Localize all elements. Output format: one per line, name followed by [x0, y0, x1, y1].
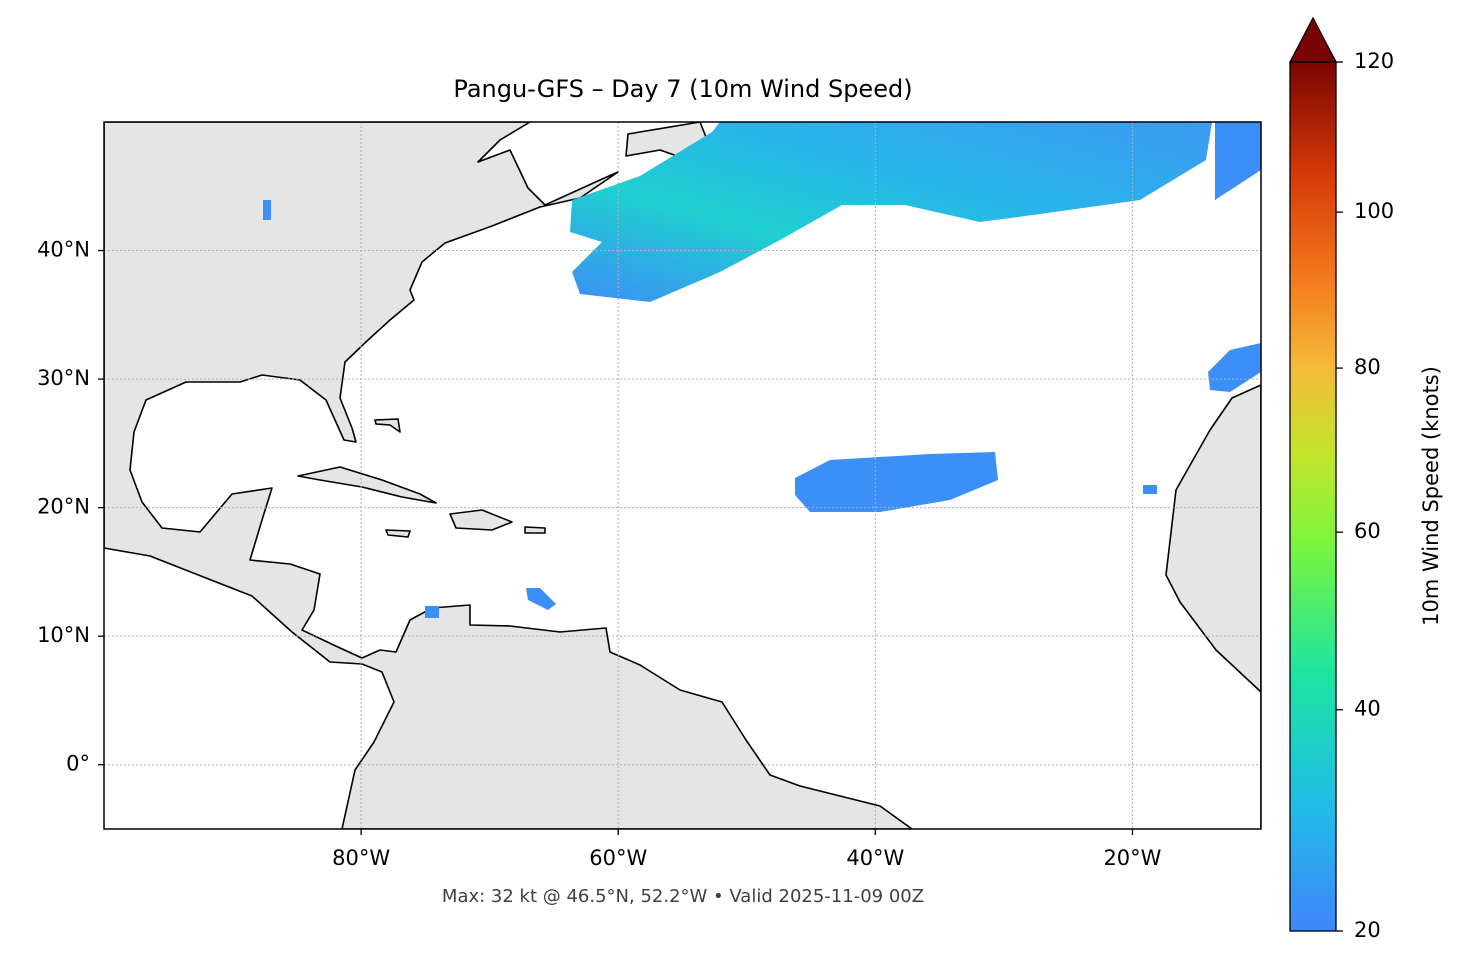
colorbar-tick-label: 120: [1354, 49, 1394, 73]
wind-field: [425, 606, 439, 618]
hispaniola: [449, 509, 513, 531]
colorbar-extend: [1288, 16, 1338, 63]
y-tick-label: 0°: [66, 752, 90, 776]
wind-field: [1215, 122, 1261, 200]
y-tick-label: 40°N: [37, 238, 90, 262]
colorbar-tick-label: 80: [1354, 355, 1381, 379]
wind-field: [1208, 343, 1261, 392]
wind-field: [526, 588, 556, 610]
americas: [104, 122, 913, 829]
x-tick-label: 60°W: [589, 846, 647, 870]
map: [104, 122, 1261, 829]
y-tick-label: 20°N: [37, 495, 90, 519]
wind-field: [570, 122, 1212, 302]
x-tick-label: 20°W: [1103, 846, 1161, 870]
colorbar-tick-label: 100: [1354, 199, 1394, 223]
colorbar-tick-label: 40: [1354, 697, 1381, 721]
wind-field: [795, 452, 998, 512]
gridlines: [104, 122, 1261, 829]
colorbar-label: 10m Wind Speed (knots): [1419, 366, 1443, 626]
x-tick-label: 40°W: [846, 846, 904, 870]
x-tick-label: 80°W: [332, 846, 390, 870]
y-tick-label: 10°N: [37, 623, 90, 647]
wind-field: [1143, 485, 1157, 494]
colorbar-tick-label: 20: [1354, 918, 1381, 942]
africa: [1165, 384, 1261, 829]
jamaica: [385, 529, 411, 538]
bahamas: [374, 418, 401, 433]
map-frame: [103, 121, 1262, 830]
y-tick-label: 30°N: [37, 366, 90, 390]
wind-field: [263, 200, 271, 220]
colorbar: [1289, 61, 1337, 932]
cuba: [297, 466, 437, 504]
colorbar-tick-label: 60: [1354, 519, 1381, 543]
puerto-rico: [524, 526, 546, 534]
footer: Max: 32 kt @ 46.5°N, 52.2°W • Valid 2025…: [442, 886, 924, 907]
title: Pangu-GFS – Day 7 (10m Wind Speed): [453, 75, 912, 103]
